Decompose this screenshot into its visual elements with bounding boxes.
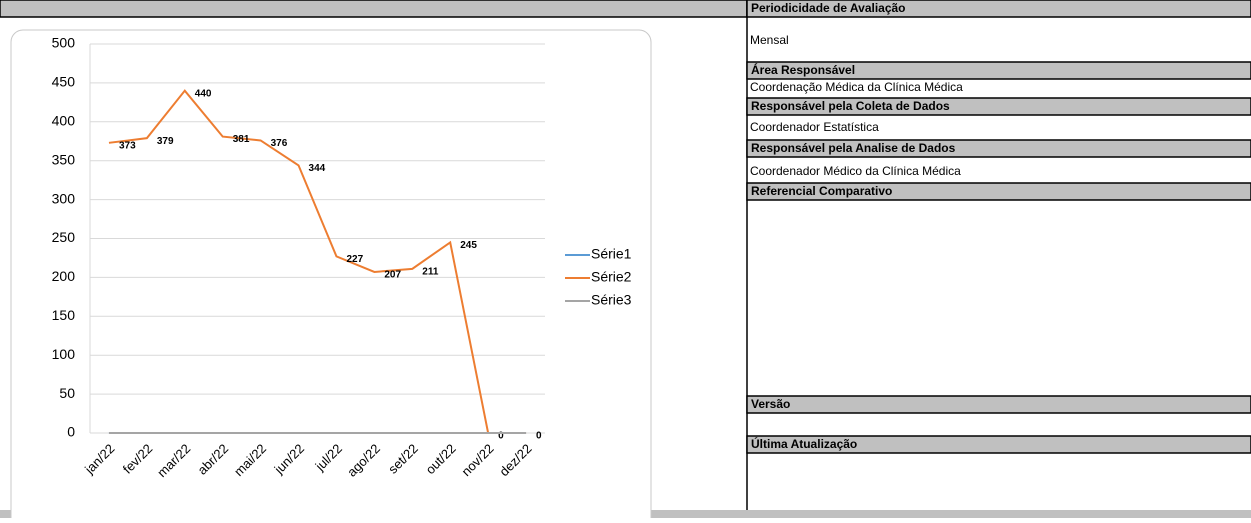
panel-header-bg <box>746 61 1251 80</box>
data-label: 0 <box>536 431 542 442</box>
panel-value: Coordenador Estatística <box>750 120 879 134</box>
y-tick-label: 150 <box>52 307 76 323</box>
panel-header: Área Responsável <box>751 62 855 77</box>
data-label: 344 <box>309 163 326 174</box>
y-tick-label: 300 <box>52 190 76 206</box>
data-label: 376 <box>271 138 288 149</box>
panel-value: Mensal <box>750 33 789 47</box>
y-tick-label: 450 <box>52 74 76 90</box>
panel-value: Coordenador Médico da Clínica Médica <box>750 164 961 178</box>
panel-header-bg <box>746 139 1251 158</box>
y-tick-label: 200 <box>52 268 76 284</box>
panel-header-bg <box>746 97 1251 116</box>
panel-header: Responsável pela Analise de Dados <box>751 141 956 155</box>
panel-header-bg <box>746 435 1251 454</box>
panel-header: Referencial Comparativo <box>751 184 892 198</box>
panel-header-bg <box>746 395 1251 414</box>
legend-label: Série3 <box>591 292 632 308</box>
series-line <box>108 89 527 434</box>
panel-header: Responsável pela Coleta de Dados <box>751 99 950 113</box>
legend-label: Série2 <box>591 269 632 285</box>
data-label: 379 <box>157 136 174 147</box>
panel-header-bg <box>746 182 1251 201</box>
y-tick-label: 250 <box>52 229 76 245</box>
panel-value: Coordenação Médica da Clínica Médica <box>750 80 963 94</box>
data-label: 440 <box>195 88 212 99</box>
y-tick-label: 500 <box>52 35 76 51</box>
panel-header: Versão <box>751 397 790 411</box>
data-label: 211 <box>422 266 439 277</box>
data-label: 207 <box>384 270 401 281</box>
chart-frame <box>10 29 652 523</box>
y-tick-label: 350 <box>52 151 76 167</box>
data-label: 227 <box>346 254 363 265</box>
y-tick-label: 0 <box>67 424 75 440</box>
y-tick-label: 100 <box>52 346 76 362</box>
data-label: 381 <box>233 134 250 145</box>
panel-header-bg <box>746 0 1251 18</box>
panel-header: Última Atualização <box>751 436 857 451</box>
top-bar <box>0 0 748 18</box>
data-label: 0 <box>498 431 504 442</box>
panel-header: Periodicidade de Avaliação <box>751 1 906 15</box>
legend-label: Série1 <box>591 246 632 262</box>
y-tick-label: 50 <box>59 385 75 401</box>
y-tick-label: 400 <box>52 113 76 129</box>
panel: Periodicidade de Avaliação Mensal Área Res… <box>746 0 1251 454</box>
data-label: 373 <box>119 140 136 151</box>
data-label: 245 <box>460 240 477 251</box>
